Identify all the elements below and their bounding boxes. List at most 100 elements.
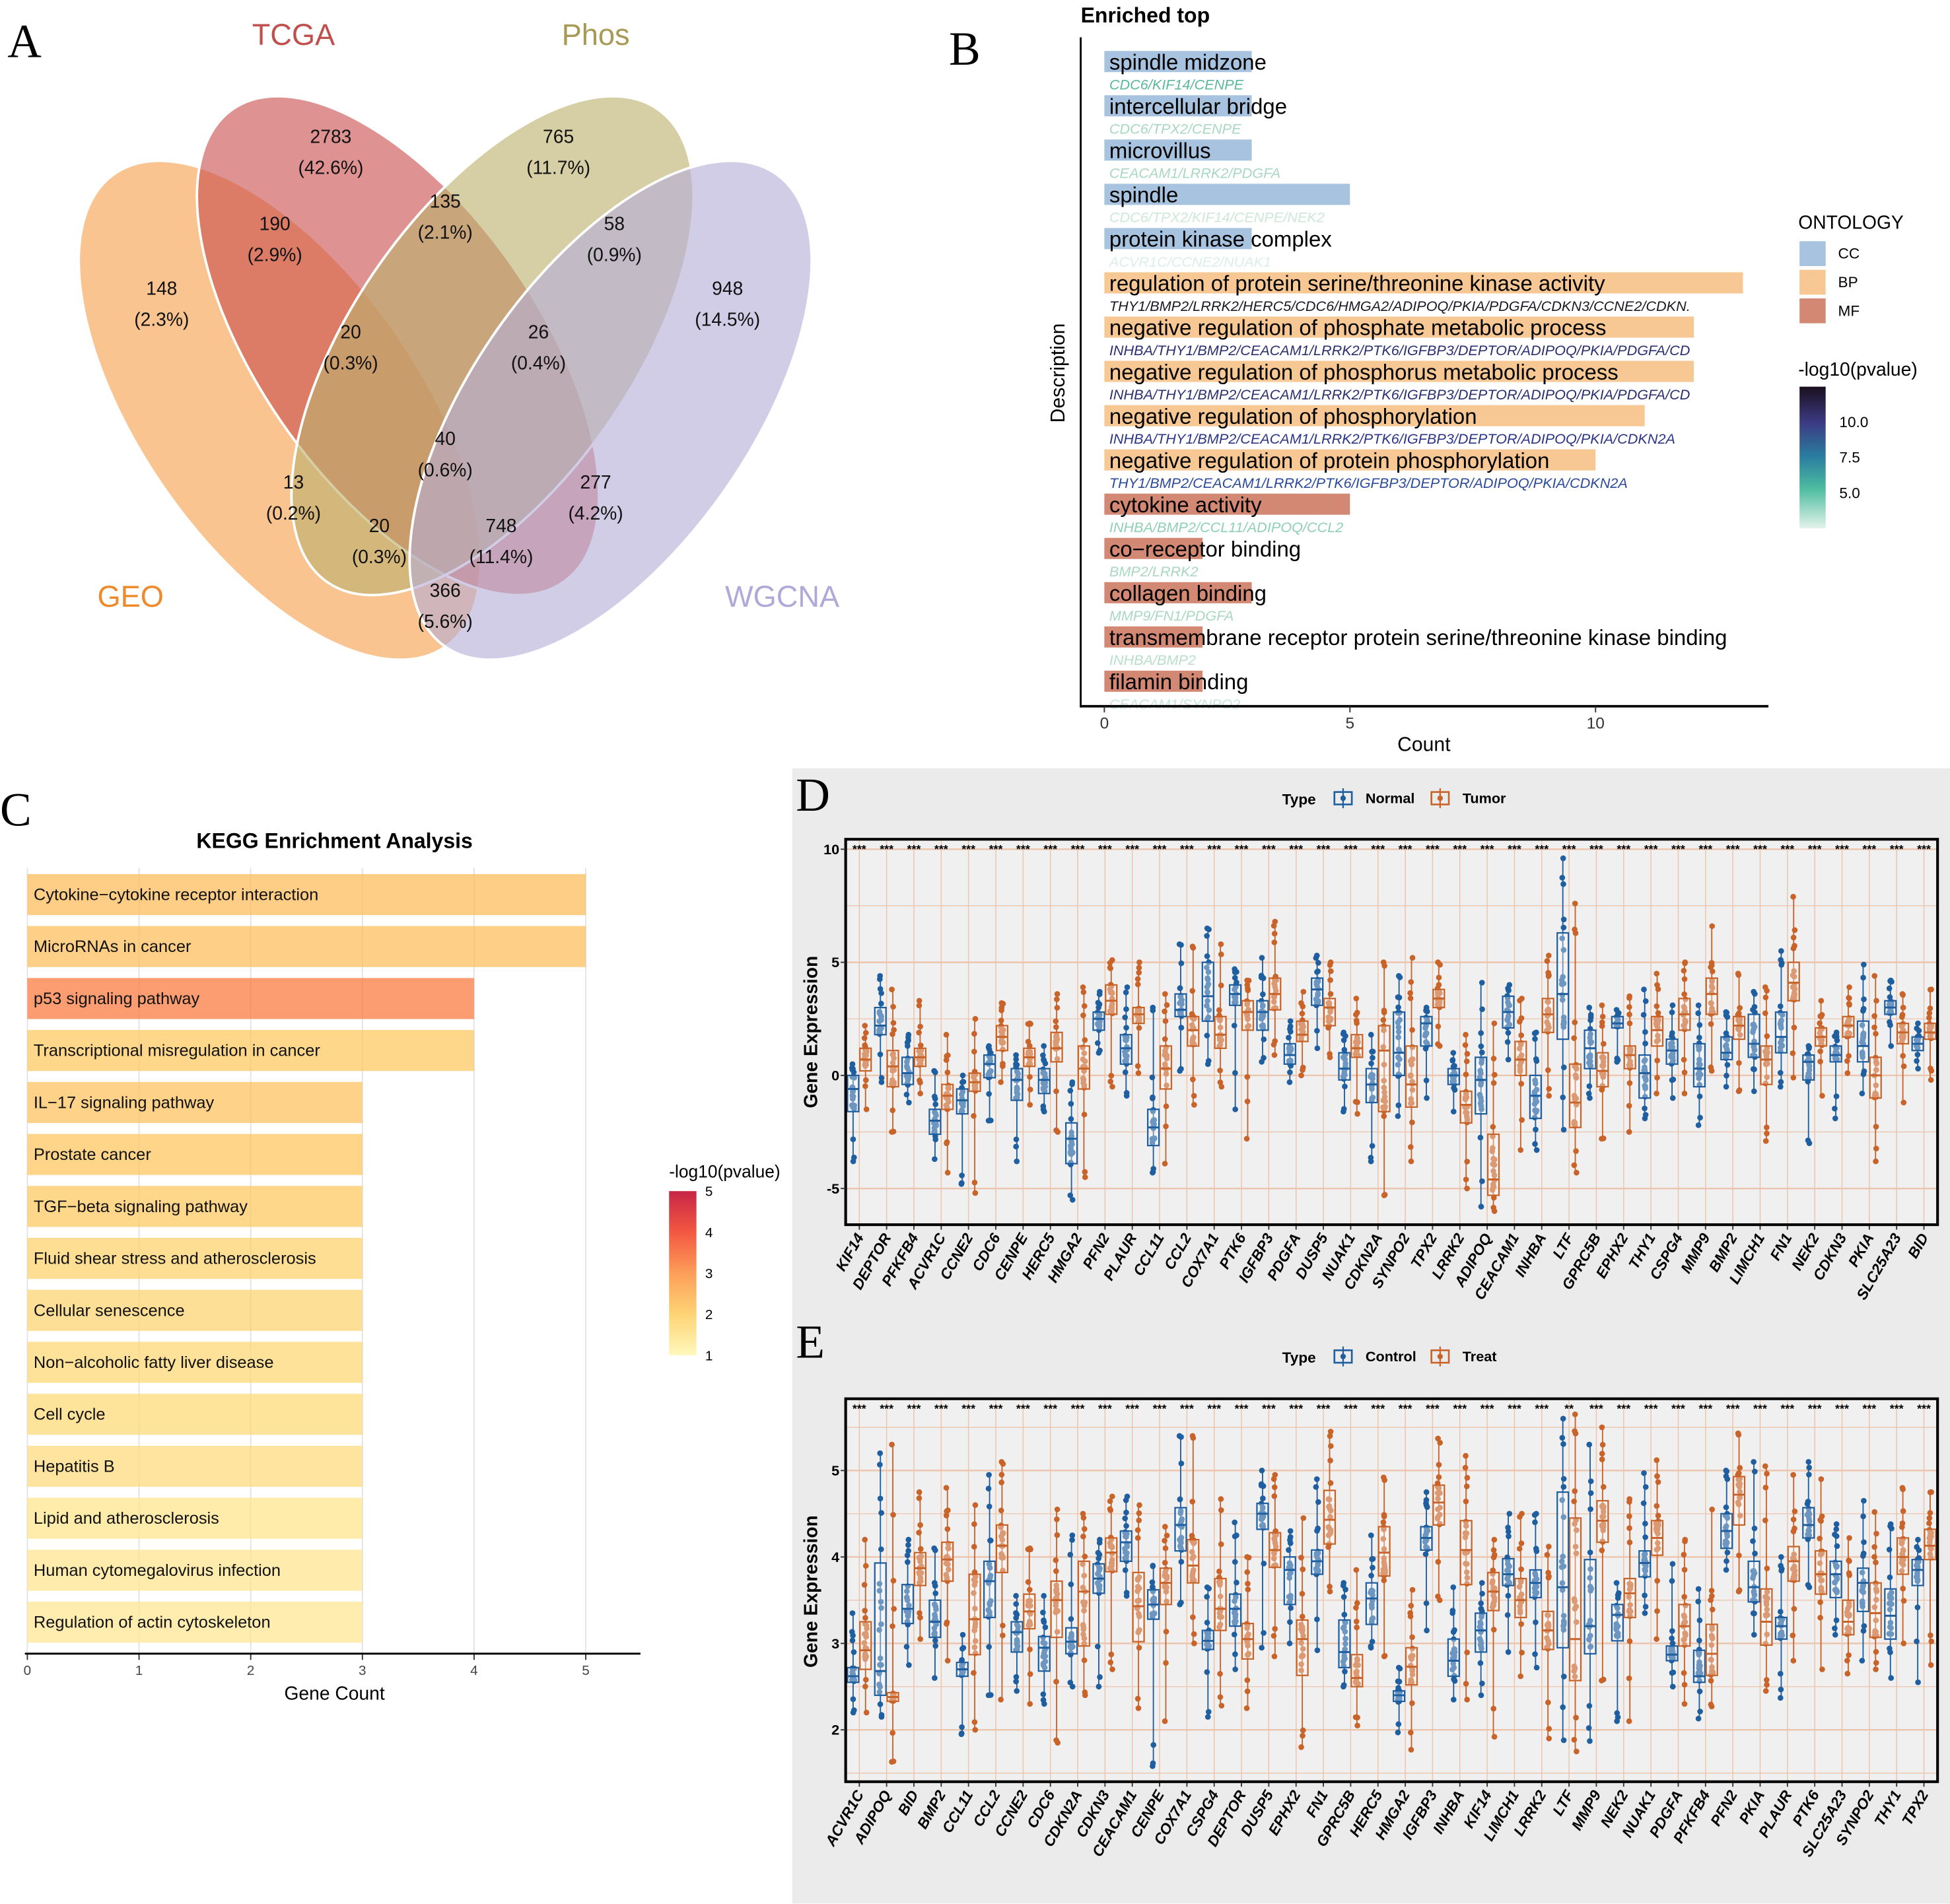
data-point xyxy=(1244,1677,1251,1683)
box-herc5-tumor xyxy=(1050,991,1063,1135)
data-point xyxy=(1134,976,1141,982)
data-point xyxy=(1300,1727,1306,1734)
data-point xyxy=(1505,1030,1512,1036)
data-point xyxy=(1354,1600,1360,1606)
data-point xyxy=(1626,1011,1632,1017)
go-gene-list: CEACAM1/LRRK2/PDGFA xyxy=(1109,165,1280,182)
data-point xyxy=(999,1031,1006,1037)
significance-label: *** xyxy=(1862,842,1876,856)
data-point xyxy=(1081,1050,1088,1056)
data-point xyxy=(890,1512,896,1518)
data-point xyxy=(1424,1627,1430,1633)
data-point xyxy=(1354,1624,1360,1631)
data-point xyxy=(1409,1027,1415,1033)
venn-region-percent: (0.3%) xyxy=(324,352,378,373)
data-point xyxy=(916,998,923,1004)
go-gene-list: CEACAM1/SYNPO2 xyxy=(1109,696,1240,712)
data-point xyxy=(1916,1027,1922,1034)
data-point xyxy=(1571,1035,1578,1041)
box xyxy=(956,1088,969,1115)
data-point xyxy=(1368,1031,1374,1038)
data-point xyxy=(944,1658,951,1664)
data-point xyxy=(1490,1080,1497,1086)
data-point xyxy=(1736,1552,1742,1559)
data-point xyxy=(1135,1705,1142,1711)
data-point xyxy=(1123,1037,1129,1044)
significance-label: *** xyxy=(1890,1402,1904,1415)
data-point xyxy=(1762,994,1769,1001)
box xyxy=(1584,1029,1597,1070)
data-point xyxy=(1560,1704,1566,1711)
box xyxy=(1514,1040,1527,1077)
data-point xyxy=(1287,1619,1293,1625)
data-point xyxy=(1054,991,1061,997)
go-gene-list: INHBA/THY1/BMP2/CEACAM1/LRRK2/PTK6/IGFBP… xyxy=(1109,386,1690,403)
y-tick-label: 5 xyxy=(831,954,839,970)
data-point xyxy=(1232,974,1238,981)
data-point xyxy=(1260,1483,1267,1489)
box xyxy=(1050,1031,1063,1063)
box-ccl2-normal xyxy=(1174,941,1187,1074)
data-point xyxy=(889,1441,895,1448)
data-point xyxy=(1000,1622,1006,1629)
data-point xyxy=(1778,1079,1784,1085)
data-point xyxy=(1626,995,1632,1002)
go-bar xyxy=(1104,537,1203,559)
data-point xyxy=(1833,1533,1840,1540)
x-tick-label: 4 xyxy=(470,1663,478,1678)
data-point xyxy=(1232,1070,1238,1076)
data-point xyxy=(1871,1509,1878,1515)
data-point xyxy=(889,1060,896,1066)
data-point xyxy=(862,1077,869,1083)
box-herc5-normal xyxy=(1037,1043,1051,1115)
significance-label: *** xyxy=(1508,842,1521,856)
data-point xyxy=(1600,1483,1607,1490)
box xyxy=(1077,1045,1091,1090)
data-point xyxy=(1245,986,1251,992)
significance-label: *** xyxy=(1535,842,1549,856)
data-point xyxy=(998,1004,1005,1011)
data-point xyxy=(1790,1075,1797,1081)
data-point xyxy=(1626,1525,1632,1532)
data-point xyxy=(1681,1567,1688,1573)
data-point xyxy=(1762,1010,1768,1016)
data-point xyxy=(959,1173,965,1178)
box xyxy=(983,1054,996,1079)
data-point xyxy=(1234,1579,1239,1586)
data-point xyxy=(1368,1643,1374,1649)
data-point xyxy=(1299,1590,1306,1597)
box xyxy=(1720,1036,1733,1061)
y-axis-title: Gene Expression xyxy=(800,1515,821,1668)
data-point xyxy=(931,1093,938,1100)
data-point xyxy=(1790,1528,1797,1534)
venn-region-count: 366 xyxy=(430,580,461,601)
data-point xyxy=(1888,1043,1895,1049)
venn-region-percent: (0.6%) xyxy=(418,459,473,480)
data-point xyxy=(1545,1699,1551,1705)
data-point xyxy=(1751,1525,1758,1532)
data-point xyxy=(1832,1625,1838,1631)
colorbar-tick-label: 5.0 xyxy=(1839,485,1860,501)
data-point xyxy=(1669,1095,1676,1101)
data-point xyxy=(971,1048,977,1055)
data-point xyxy=(1080,1080,1086,1086)
data-point xyxy=(959,1108,965,1114)
go-term-label: negative regulation of phosphorylation xyxy=(1109,404,1477,428)
data-point xyxy=(1818,998,1825,1004)
box xyxy=(1611,1604,1624,1642)
data-point xyxy=(1574,1748,1580,1755)
data-point xyxy=(1327,962,1333,969)
data-point xyxy=(1300,1024,1306,1030)
significance-label: ** xyxy=(1564,1402,1574,1415)
box-nuak1-normal xyxy=(1338,1029,1351,1115)
box xyxy=(1568,1517,1582,1682)
box xyxy=(968,1573,981,1656)
data-point xyxy=(1516,1546,1523,1552)
data-point xyxy=(1244,1688,1251,1695)
colorbar xyxy=(669,1191,697,1355)
data-point xyxy=(1764,1565,1770,1572)
data-point xyxy=(1696,1022,1703,1028)
data-point xyxy=(1407,1144,1414,1150)
data-point xyxy=(1259,1023,1265,1029)
data-point xyxy=(1914,1638,1920,1645)
